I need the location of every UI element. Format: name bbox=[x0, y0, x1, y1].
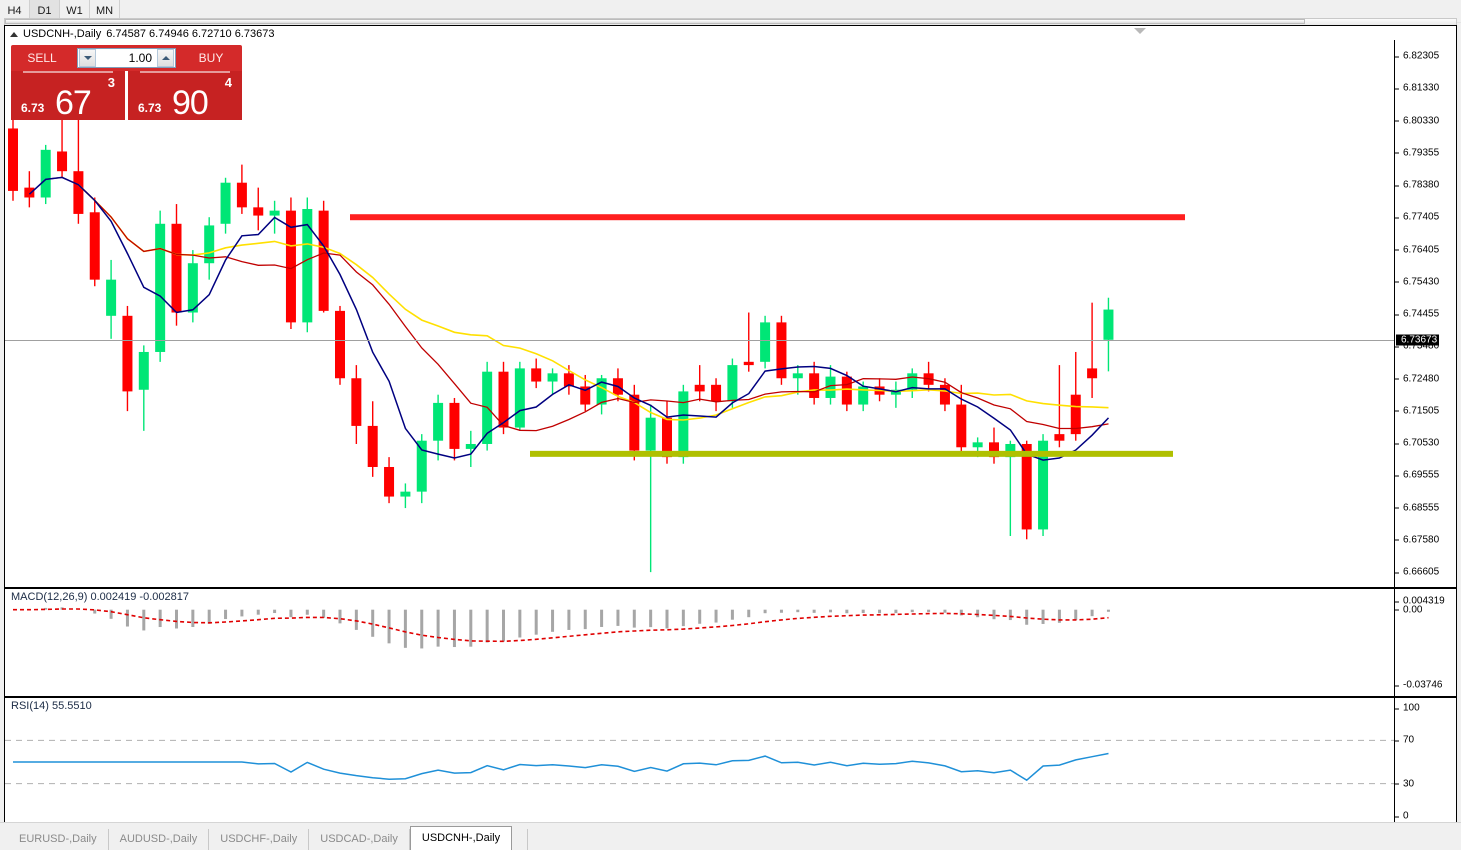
bid-price-quote[interactable]: 6.73 67 3 bbox=[11, 71, 125, 120]
macd-canvas[interactable] bbox=[5, 589, 1394, 696]
rsi-scale-tick: 70 bbox=[1395, 735, 1414, 746]
ask-price-quote[interactable]: 6.73 90 4 bbox=[128, 71, 242, 120]
macd-scale-tick: 0.00 bbox=[1395, 604, 1422, 615]
horizontal-level-lines bbox=[350, 214, 1185, 457]
bid-price-point: 3 bbox=[107, 75, 115, 90]
pane-collapse-marker-icon[interactable] bbox=[1134, 28, 1146, 34]
price-scale[interactable]: 6.82305 6.81330 6.80330 6.79355 6.78380 6.774… bbox=[1394, 40, 1456, 587]
chart-tabbar: EURUSD-,Daily AUDUSD-,Daily USDCHF-,Dail… bbox=[0, 822, 1461, 850]
current-price-line bbox=[5, 339, 1394, 341]
price-scale-tick: 6.73480 bbox=[1395, 341, 1439, 352]
collapse-triangle-icon[interactable] bbox=[10, 31, 18, 37]
macd-pane: MACD(12,26,9) 0.002419 -0.002817 0.00431… bbox=[5, 589, 1456, 696]
trade-panel-quotes: 6.73 67 3 6.73 90 4 bbox=[11, 71, 242, 120]
price-scale-tick: 6.69555 bbox=[1395, 470, 1439, 481]
chart-area: USDCNH-,Daily 6.74587 6.74946 6.72710 6.… bbox=[4, 25, 1457, 844]
chart-tab-eurusd[interactable]: EURUSD-,Daily bbox=[8, 829, 109, 850]
ask-price-point: 4 bbox=[224, 75, 232, 90]
pane-separator-2[interactable] bbox=[5, 696, 1456, 698]
symbol-name: USDCNH-,Daily bbox=[23, 28, 102, 40]
moving-average-lines bbox=[28, 176, 1110, 461]
price-pane: 6.82305 6.81330 6.80330 6.79355 6.78380 6.774… bbox=[5, 40, 1456, 587]
macd-signal-line bbox=[13, 608, 1109, 643]
chevron-down-icon bbox=[83, 56, 92, 60]
timeframe-h4[interactable]: H4 bbox=[0, 0, 30, 23]
chevron-up-icon bbox=[161, 56, 170, 60]
bid-price-prefix: 6.73 bbox=[21, 101, 45, 115]
timeframe-button-group: H4 D1 W1 MN bbox=[0, 0, 120, 23]
macd-scale-tick: 0.004319 bbox=[1395, 596, 1445, 607]
macd-label: MACD(12,26,9) 0.002419 -0.002817 bbox=[11, 591, 189, 603]
buy-button[interactable]: BUY bbox=[180, 45, 242, 71]
rsi-scale-tick: 0 bbox=[1395, 811, 1409, 822]
timeframe-d1[interactable]: D1 bbox=[30, 0, 60, 23]
chart-tab-usdchf[interactable]: USDCHF-,Daily bbox=[209, 829, 310, 850]
rsi-pane: RSI(14) 55.5510 100 70 30 0 bbox=[5, 698, 1456, 826]
pane-separator-1[interactable] bbox=[5, 587, 1456, 589]
scrollbar-thumb[interactable] bbox=[5, 19, 1305, 24]
timeframe-toolbar: H4 D1 W1 MN bbox=[0, 0, 1461, 23]
price-scale-tick: 6.77405 bbox=[1395, 212, 1439, 223]
price-scale-tick: 6.67580 bbox=[1395, 534, 1439, 545]
level-line-support bbox=[530, 450, 1173, 457]
symbol-ohlc: 6.74587 6.74946 6.72710 6.73673 bbox=[106, 28, 275, 40]
bid-price-big: 67 bbox=[55, 84, 92, 120]
macd-scale[interactable]: 0.004319 0.00 -0.03746 bbox=[1394, 589, 1456, 696]
chart-horizontal-scrollbar[interactable] bbox=[4, 18, 1457, 25]
rsi-scale-tick: 30 bbox=[1395, 778, 1414, 789]
volume-control: 1.00 bbox=[73, 45, 180, 71]
price-scale-tick: 6.66605 bbox=[1395, 567, 1439, 578]
trade-panel-top-row: SELL 1.00 BUY bbox=[11, 45, 242, 71]
symbol-header: USDCNH-,Daily 6.74587 6.74946 6.72710 6.… bbox=[5, 26, 274, 42]
candlestick-series bbox=[8, 112, 1114, 573]
price-scale-tick: 6.74455 bbox=[1395, 309, 1439, 320]
ask-price-prefix: 6.73 bbox=[138, 101, 162, 115]
level-line-resistance bbox=[350, 214, 1185, 221]
price-scale-tick: 6.78380 bbox=[1395, 180, 1439, 191]
price-scale-tick: 6.70530 bbox=[1395, 438, 1439, 449]
rsi-line bbox=[13, 752, 1109, 782]
rsi-canvas[interactable] bbox=[5, 698, 1394, 826]
macd-histogram bbox=[27, 607, 1110, 649]
rsi-label: RSI(14) 55.5510 bbox=[11, 700, 92, 712]
price-scale-tick: 6.71505 bbox=[1395, 405, 1439, 416]
timeframe-mn[interactable]: MN bbox=[90, 0, 120, 23]
volume-value[interactable]: 1.00 bbox=[128, 51, 152, 65]
chart-tab-usdcad[interactable]: USDCAD-,Daily bbox=[309, 829, 410, 850]
rsi-scale-tick: 100 bbox=[1395, 703, 1420, 714]
rsi-scale[interactable]: 100 70 30 0 bbox=[1394, 698, 1456, 826]
price-scale-tick: 6.68555 bbox=[1395, 502, 1439, 513]
volume-increment-button[interactable] bbox=[157, 49, 174, 67]
sell-button[interactable]: SELL bbox=[11, 45, 73, 71]
price-scale-tick: 6.79355 bbox=[1395, 147, 1439, 158]
price-scale-tick: 6.80330 bbox=[1395, 115, 1439, 126]
price-scale-tick: 6.72480 bbox=[1395, 373, 1439, 384]
price-scale-tick: 6.75430 bbox=[1395, 276, 1439, 287]
chart-tab-usdcnh[interactable]: USDCNH-,Daily bbox=[409, 826, 513, 850]
volume-input[interactable]: 1.00 bbox=[77, 48, 176, 68]
price-scale-tick: 6.76405 bbox=[1395, 244, 1439, 255]
macd-scale-tick: -0.03746 bbox=[1395, 680, 1442, 691]
volume-decrement-button[interactable] bbox=[79, 49, 96, 67]
price-chart-canvas[interactable] bbox=[5, 40, 1394, 587]
chart-tab-new[interactable] bbox=[512, 829, 529, 850]
ask-price-big: 90 bbox=[172, 84, 209, 120]
chart-tab-audusd[interactable]: AUDUSD-,Daily bbox=[108, 829, 210, 850]
price-scale-tick: 6.82305 bbox=[1395, 51, 1439, 62]
one-click-trading-panel: SELL 1.00 BUY 6.73 bbox=[11, 45, 242, 120]
timeframe-w1[interactable]: W1 bbox=[60, 0, 90, 23]
price-scale-tick: 6.81330 bbox=[1395, 83, 1439, 94]
current-price-marker: 6.73673 bbox=[1396, 334, 1440, 346]
